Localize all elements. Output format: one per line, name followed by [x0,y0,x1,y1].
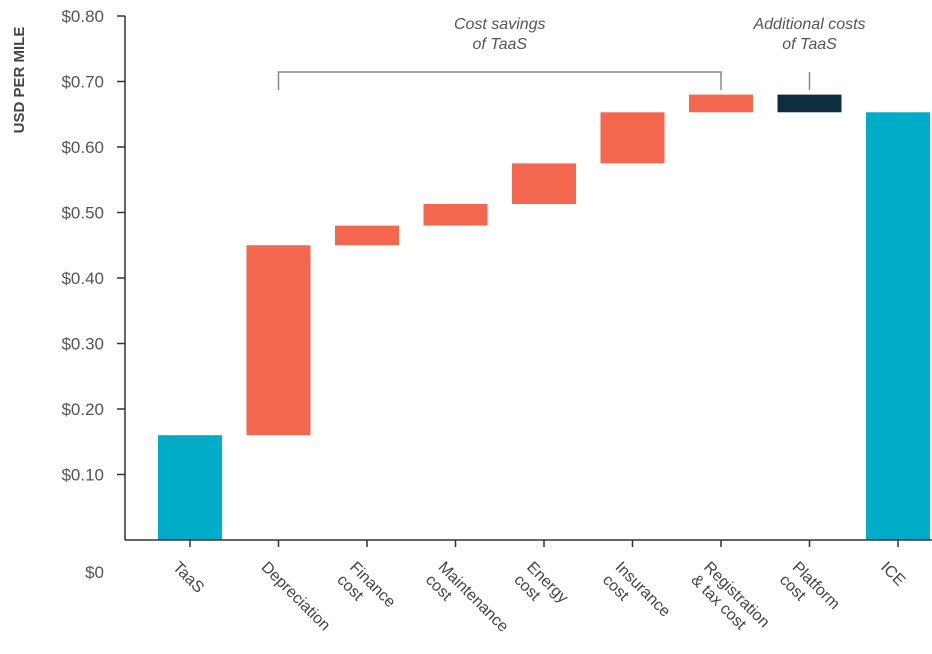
y-tick-label: $0.70 [61,73,104,92]
y-tick-label: $0.40 [61,269,104,288]
category-label: Platformcost [776,559,843,626]
category-label: TaaS [169,559,207,597]
y-tick-label: $0 [85,563,104,582]
category-label: Financecost [333,559,398,624]
bar-7 [778,95,842,113]
bar-4 [512,163,576,204]
bar-8 [866,112,930,540]
category-label: Energycost [510,559,571,620]
y-tick-label: $0.20 [61,400,104,419]
y-tick-label: $0.50 [61,204,104,223]
category-label: ICE [877,559,908,590]
category-label: Maintenancecost [422,559,512,649]
category-label: Depreciation [258,559,334,635]
category-label: Insurancecost [599,559,674,634]
bar-5 [601,112,665,163]
category-label: Registration& tax cost [687,559,772,644]
y-tick-label: $0.80 [61,7,104,26]
bar-0 [158,435,222,540]
y-axis-label: USD PER MILE [11,27,28,134]
bar-6 [689,95,753,113]
bar-2 [335,226,399,246]
bar-1 [247,245,311,435]
annotation-text: Additional costs of TaaS [752,16,865,53]
bracket [279,72,722,90]
annotation-text: Cost savings of TaaS [454,16,546,53]
y-tick-label: $0.30 [61,335,104,354]
y-tick-label: $0.10 [61,466,104,485]
bar-3 [424,204,488,226]
y-tick-label: $0.60 [61,138,104,157]
